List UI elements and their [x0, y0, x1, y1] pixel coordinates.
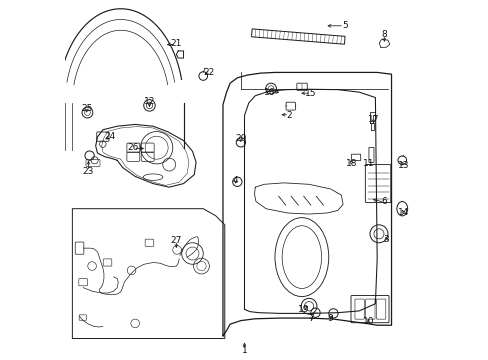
- Text: 24: 24: [104, 132, 115, 141]
- Text: 27: 27: [170, 237, 182, 246]
- Text: 19: 19: [297, 305, 309, 314]
- Text: 16: 16: [264, 87, 275, 96]
- Text: 11: 11: [362, 159, 373, 168]
- Text: 26: 26: [127, 143, 139, 152]
- Text: 3: 3: [383, 235, 388, 244]
- Text: 8: 8: [381, 30, 386, 39]
- Text: 5: 5: [341, 21, 347, 30]
- Text: 1: 1: [241, 346, 247, 355]
- Text: 17: 17: [367, 114, 379, 123]
- Text: 9: 9: [327, 314, 333, 323]
- Text: 18: 18: [346, 159, 357, 168]
- Text: 2: 2: [286, 111, 291, 120]
- Text: 14: 14: [398, 208, 409, 217]
- Text: 6: 6: [381, 197, 386, 206]
- Text: 4: 4: [232, 176, 238, 185]
- Text: 25: 25: [81, 104, 92, 113]
- Text: 15: 15: [305, 89, 316, 98]
- Text: 21: 21: [170, 39, 182, 48]
- Text: 12: 12: [143, 96, 155, 105]
- Text: 13: 13: [398, 161, 409, 170]
- Text: 7: 7: [307, 314, 313, 323]
- Text: 20: 20: [235, 134, 246, 143]
- Text: 10: 10: [362, 317, 373, 326]
- Text: 23: 23: [82, 167, 94, 176]
- Text: 22: 22: [203, 68, 214, 77]
